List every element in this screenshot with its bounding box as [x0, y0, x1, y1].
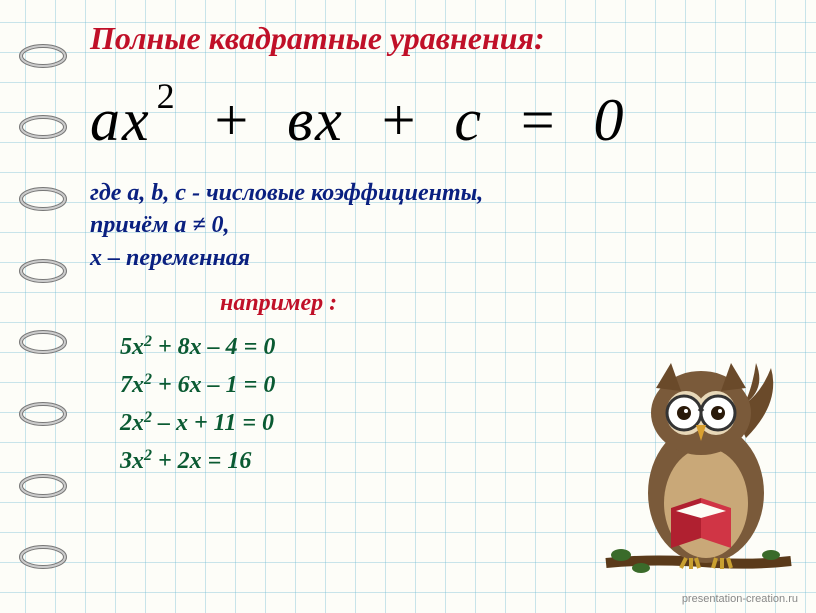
formula-equals: =	[517, 87, 560, 153]
description-line-3: х – переменная	[90, 242, 786, 274]
owl-illustration	[596, 343, 796, 583]
formula-plus-2: +	[378, 87, 421, 153]
formula-term-bx: вх	[287, 87, 344, 153]
formula-term-ax: ах	[90, 87, 151, 153]
formula-exponent: 2	[157, 76, 177, 116]
formula-term-c: с	[454, 87, 483, 153]
main-formula: ах2 + вх + с = 0	[90, 75, 786, 155]
example-label: например :	[220, 290, 786, 317]
description-line-1: где a, b, с - числовые коэффициенты,	[90, 177, 786, 209]
description-line-2: причём а ≠ 0,	[90, 209, 786, 241]
formula-plus-1: +	[211, 87, 254, 153]
page-title: Полные квадратные уравнения:	[90, 20, 786, 57]
spiral-binding	[18, 0, 68, 613]
watermark: presentation-creation.ru	[682, 593, 798, 605]
description: где a, b, с - числовые коэффициенты, при…	[90, 177, 786, 274]
formula-zero: 0	[593, 87, 625, 153]
